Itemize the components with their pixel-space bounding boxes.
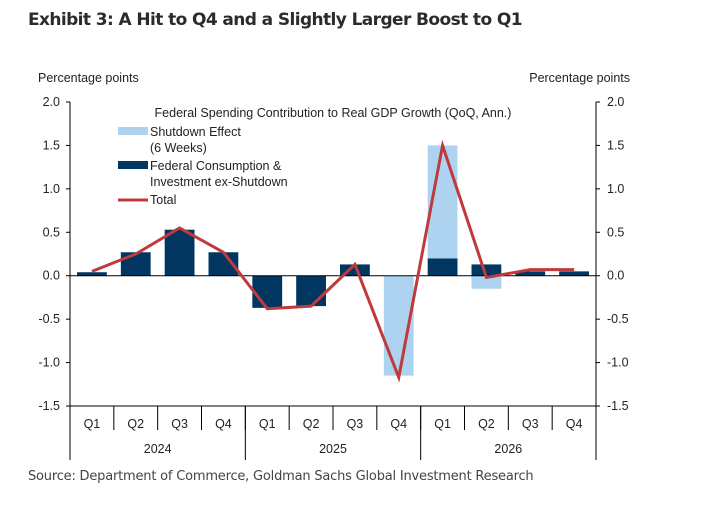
bar-federal [120, 252, 151, 276]
y-tick-label-right: -1.5 [607, 399, 629, 413]
y-tick-label-left: -1.5 [38, 399, 60, 413]
x-tick-label: Q1 [259, 417, 276, 431]
x-tick-label: Q4 [566, 417, 583, 431]
y-tick-label-right: -0.5 [607, 312, 629, 326]
bar-federal [471, 264, 502, 276]
bar-federal [208, 252, 239, 276]
legend-label-shutdown: Shutdown Effect [150, 125, 241, 139]
source-note: Source: Department of Commerce, Goldman … [28, 469, 534, 484]
y-tick-label-left: 0.5 [43, 225, 60, 239]
legend-label-federal: Federal Consumption & [150, 159, 282, 173]
total-line [91, 139, 575, 383]
x-tick-label: Q3 [347, 417, 364, 431]
x-tick-label: Q1 [434, 417, 451, 431]
x-tick-label: Q3 [171, 417, 188, 431]
bar-federal [164, 229, 195, 276]
legend-swatch-shutdown [118, 127, 148, 135]
bar-federal [340, 264, 370, 276]
bar-federal [296, 275, 326, 307]
x-tick-label: Q1 [84, 417, 101, 431]
y-tick-label-left: -1.0 [38, 356, 60, 370]
y-tick-label-right: 0.5 [607, 225, 624, 239]
y-tick-label-left: 1.0 [43, 182, 60, 196]
bar-federal [77, 272, 107, 276]
bar-federal [559, 271, 589, 276]
bar-federal [427, 258, 458, 276]
bar-federal [252, 275, 283, 308]
legend-swatch-federal [118, 161, 148, 169]
bar-shutdown [471, 275, 502, 289]
year-label: 2026 [494, 442, 522, 456]
y-axis-label-left: Percentage points [38, 71, 139, 85]
exhibit-title: Exhibit 3: A Hit to Q4 and a Slightly La… [28, 10, 523, 30]
y-tick-label-right: 2.0 [607, 95, 624, 109]
y-tick-label-right: 1.5 [607, 138, 624, 152]
x-tick-label: Q2 [478, 417, 495, 431]
x-tick-label: Q2 [303, 417, 320, 431]
y-tick-label-right: 1.0 [607, 182, 624, 196]
legend-label-total: Total [150, 193, 176, 207]
y-tick-label-left: 0.0 [43, 269, 60, 283]
y-tick-label-left: -0.5 [38, 312, 60, 326]
y-axis-label-right: Percentage points [529, 71, 630, 85]
bar-federal [515, 271, 546, 276]
chart-title: Federal Spending Contribution to Real GD… [155, 106, 512, 120]
x-tick-label: Q2 [127, 417, 144, 431]
y-tick-label-left: 2.0 [43, 95, 60, 109]
legend-label-shutdown: (6 Weeks) [150, 141, 207, 155]
y-tick-label-left: 1.5 [43, 138, 60, 152]
year-label: 2025 [319, 442, 347, 456]
x-tick-label: Q3 [522, 417, 539, 431]
year-label: 2024 [144, 442, 172, 456]
y-tick-label-right: -1.0 [607, 356, 629, 370]
x-tick-label: Q4 [215, 417, 232, 431]
y-tick-label-right: 0.0 [607, 269, 624, 283]
legend-label-federal: Investment ex-Shutdown [150, 175, 288, 189]
x-tick-label: Q4 [390, 417, 407, 431]
